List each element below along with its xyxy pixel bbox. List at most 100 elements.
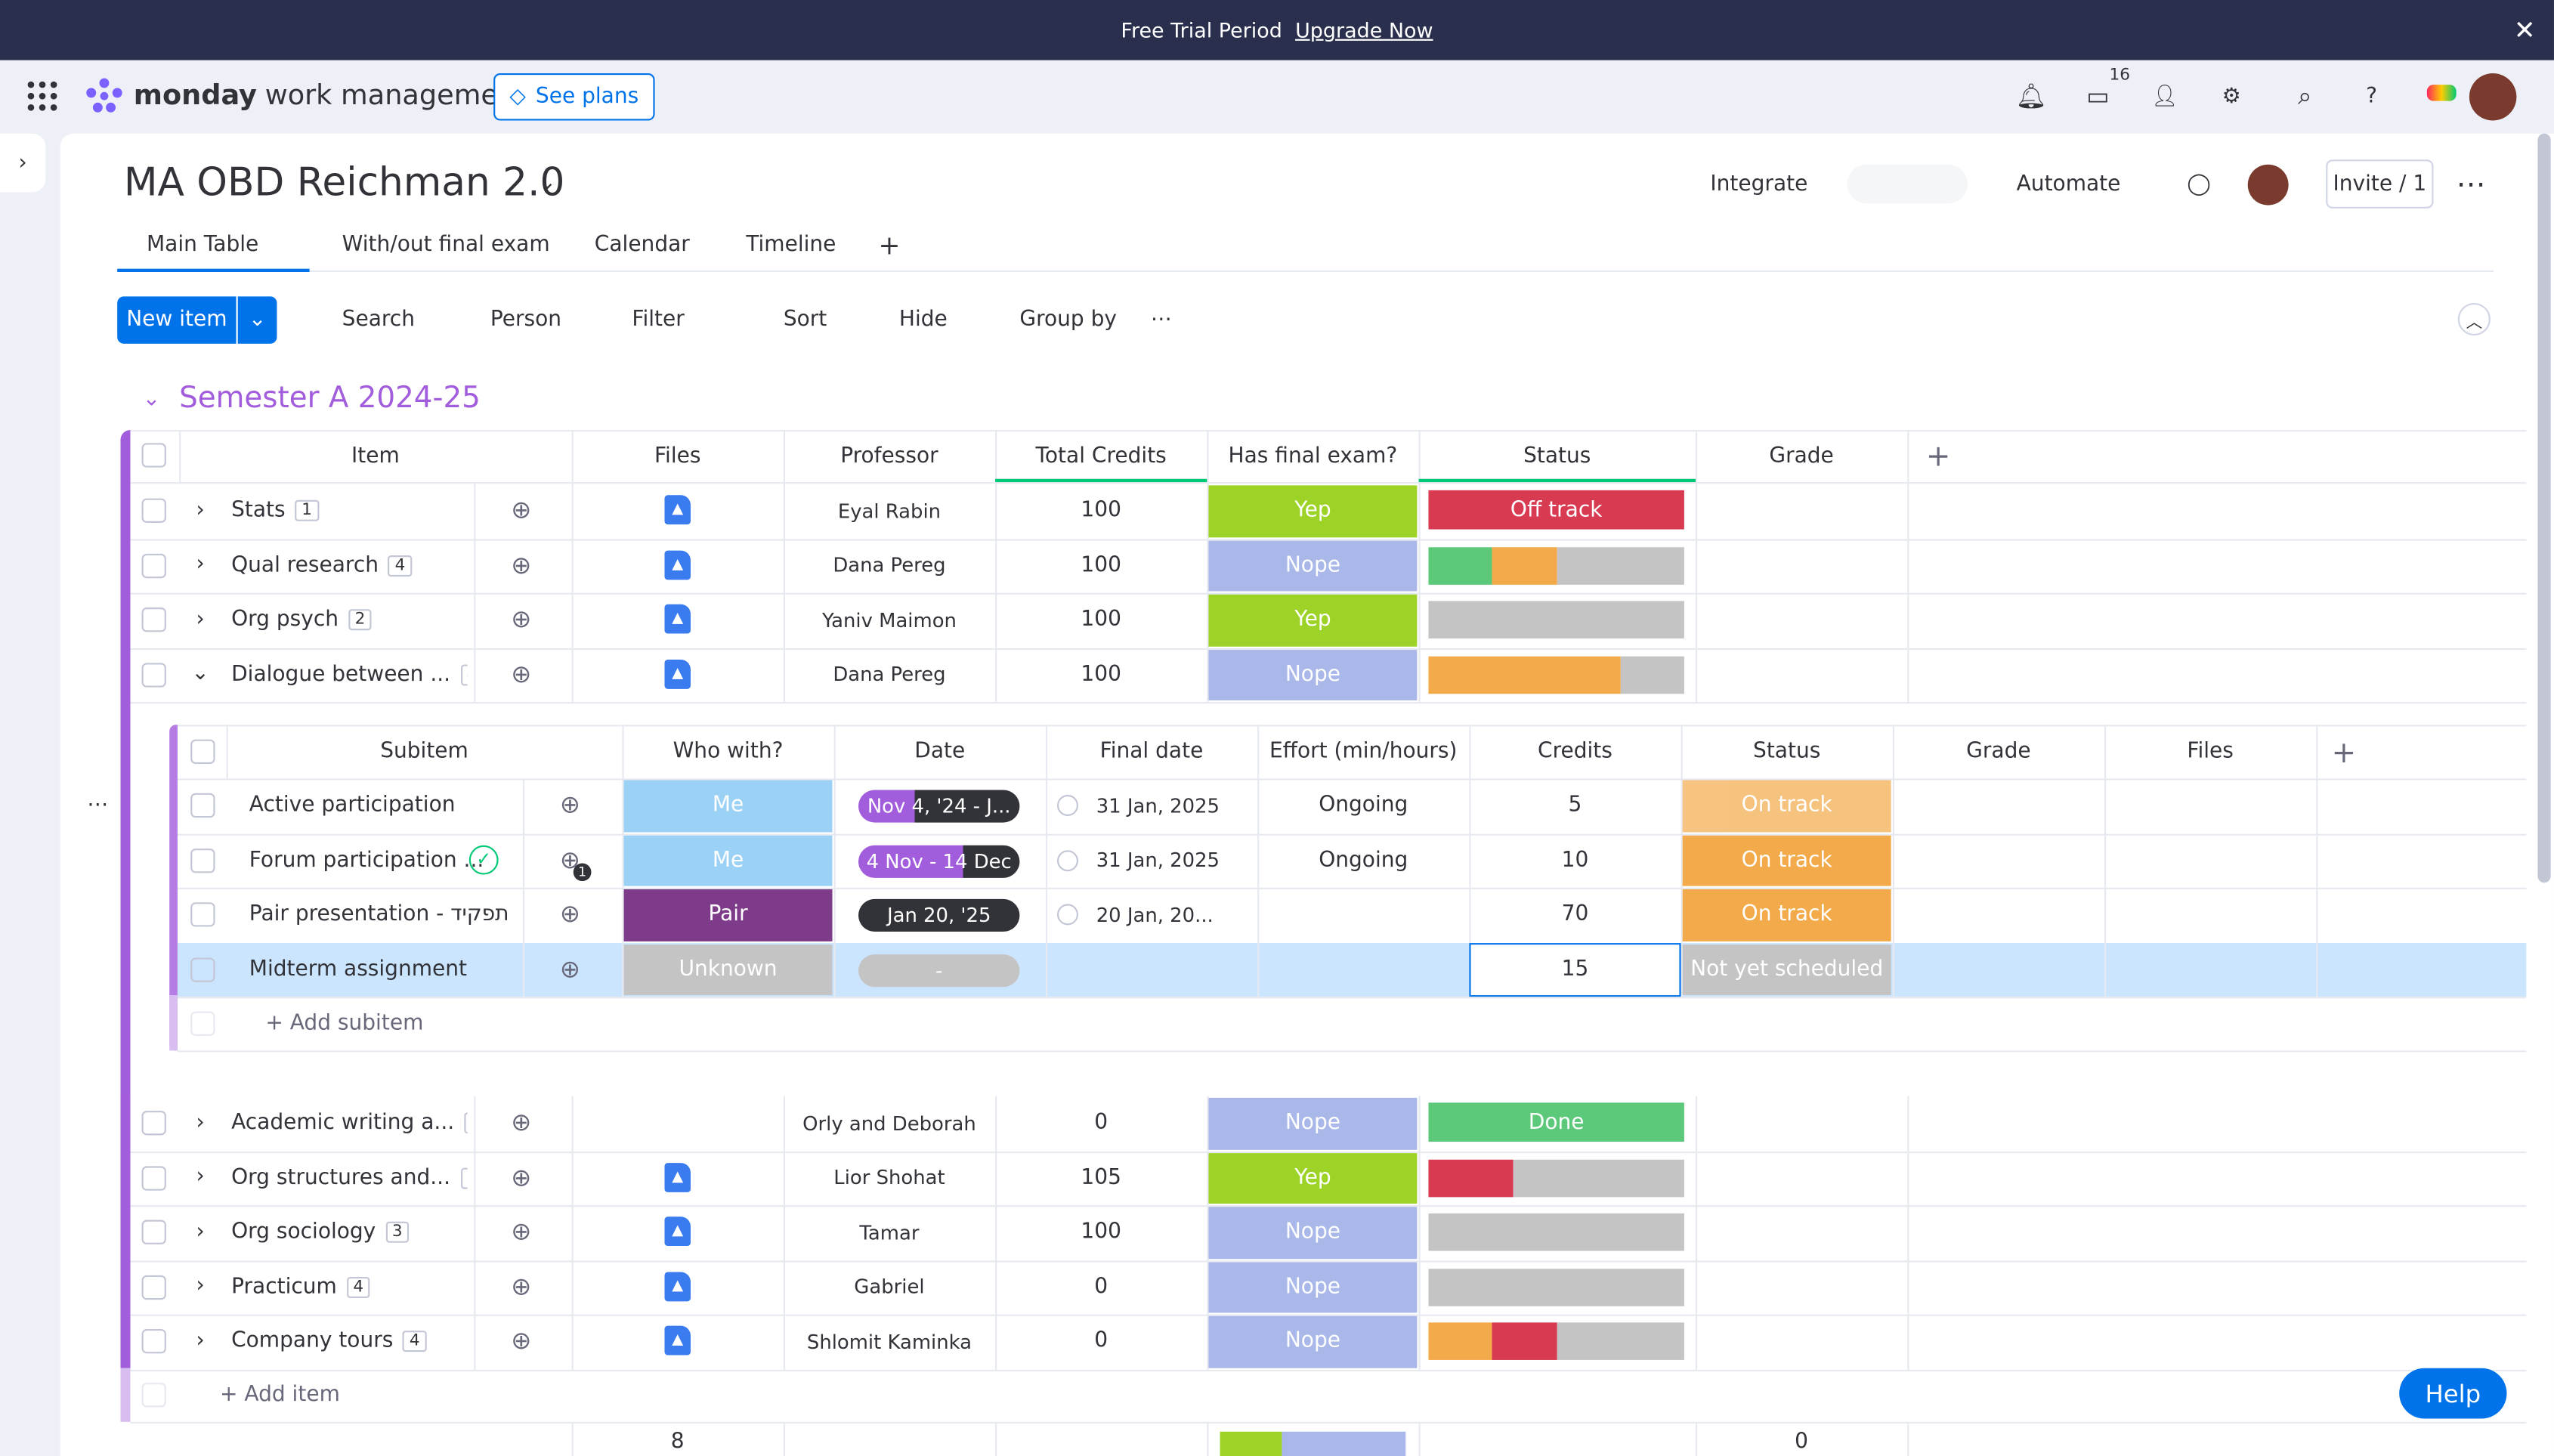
toolbar-search[interactable]: Search xyxy=(342,307,415,332)
item-name[interactable]: Org psych 2 xyxy=(231,593,468,648)
add-item[interactable]: + Add item xyxy=(220,1383,340,1408)
add-update[interactable]: ⊕ xyxy=(511,1107,532,1137)
automate[interactable]: Automate xyxy=(2016,172,2121,196)
row-checkbox[interactable] xyxy=(141,1111,166,1136)
subitem-name[interactable]: Midterm assignment xyxy=(249,957,468,982)
expand-caret[interactable]: › xyxy=(196,1328,205,1353)
add-update[interactable]: ⊕ xyxy=(511,604,532,634)
subitem-column-header[interactable]: Status xyxy=(1753,739,1821,764)
invite-icon[interactable]: 👤︎ xyxy=(2150,84,2178,109)
item-name[interactable]: Academic writing a... 1 xyxy=(231,1096,468,1151)
integrate[interactable]: Integrate xyxy=(1710,172,1808,196)
help-button[interactable]: Help xyxy=(2399,1368,2507,1419)
row-checkbox[interactable] xyxy=(141,607,166,632)
final-exam-label[interactable]: Yep xyxy=(1208,1152,1418,1204)
invite-button[interactable]: Invite / 1 xyxy=(2326,159,2434,209)
final-exam-label[interactable]: Nope xyxy=(1208,649,1418,700)
file-icon[interactable]: ▲ xyxy=(664,604,691,634)
add-update[interactable]: ⊕ xyxy=(511,1162,532,1192)
who-label[interactable]: Unknown xyxy=(623,944,833,996)
column-header[interactable]: Item xyxy=(351,444,400,468)
subitem-column-header[interactable]: Credits xyxy=(1538,739,1612,764)
item-name[interactable]: Org structures and... 3 xyxy=(231,1151,468,1205)
subitem-status[interactable]: On track xyxy=(1682,780,1891,832)
subitem-column-header[interactable]: Final date xyxy=(1099,739,1204,764)
expand-caret[interactable]: › xyxy=(196,497,205,522)
row-checkbox[interactable] xyxy=(141,1274,166,1300)
add-column[interactable]: + xyxy=(1925,438,1951,474)
title-caret[interactable]: ⌄ xyxy=(538,170,557,195)
subitem-column-header[interactable]: Date xyxy=(914,739,966,764)
add-update[interactable]: ⊕ xyxy=(511,549,532,580)
column-header[interactable]: Files xyxy=(654,444,701,468)
final-exam-label[interactable]: Nope xyxy=(1208,539,1418,592)
row-checkbox[interactable] xyxy=(141,552,166,578)
file-icon[interactable]: ▲ xyxy=(664,495,691,525)
add-view[interactable]: + xyxy=(878,228,901,260)
row-checkbox[interactable] xyxy=(141,662,166,687)
final-exam-label[interactable]: Yep xyxy=(1208,485,1418,537)
expand-caret[interactable]: › xyxy=(196,1164,205,1189)
updates-icon[interactable]: ◯ xyxy=(2187,172,2211,196)
column-header[interactable]: Status xyxy=(1523,444,1591,468)
add-subitem[interactable]: + Add subitem xyxy=(265,1010,424,1035)
upgrade-link[interactable]: Upgrade Now xyxy=(1295,17,1433,43)
expand-caret[interactable]: › xyxy=(196,1273,205,1299)
item-name[interactable]: Dialogue between ... 4 xyxy=(231,648,468,702)
view-tab[interactable]: With/out final exam xyxy=(342,232,550,257)
collapse-toolbar[interactable]: ︿ xyxy=(2457,302,2491,336)
file-icon[interactable]: ▲ xyxy=(664,1216,691,1247)
date-pill[interactable]: - xyxy=(858,954,1020,987)
help-icon[interactable]: ? xyxy=(2366,84,2377,109)
row-checkbox[interactable] xyxy=(190,739,215,764)
add-update[interactable]: ⊕ xyxy=(559,790,580,820)
status-label[interactable]: Off track xyxy=(1428,490,1684,530)
subitem-status[interactable]: Not yet scheduled xyxy=(1682,944,1891,996)
subitem-status[interactable]: On track xyxy=(1682,834,1891,886)
subitem-status[interactable]: On track xyxy=(1682,889,1891,941)
add-update[interactable]: ⊕ xyxy=(559,898,580,929)
expand-caret[interactable]: › xyxy=(196,552,205,577)
toolbar-group-by[interactable]: Group by xyxy=(1019,307,1118,332)
row-checkbox[interactable] xyxy=(141,1165,166,1190)
date-pill[interactable]: Jan 20, '25 xyxy=(858,898,1020,932)
row-checkbox[interactable] xyxy=(141,498,166,523)
column-header[interactable]: Has final exam? xyxy=(1228,444,1398,468)
file-icon[interactable]: ▲ xyxy=(664,549,691,580)
who-label[interactable]: Pair xyxy=(623,889,833,941)
apps-marketplace[interactable]: ⚙︎ xyxy=(2222,84,2241,109)
file-icon[interactable]: ▲ xyxy=(664,658,691,688)
final-exam-label[interactable]: Nope xyxy=(1208,1261,1418,1313)
row-checkbox[interactable] xyxy=(190,847,215,873)
file-icon[interactable]: ▲ xyxy=(664,1271,691,1301)
row-checkbox[interactable] xyxy=(141,443,166,468)
item-name[interactable]: Stats 1 xyxy=(231,484,468,538)
view-tab[interactable]: Main Table xyxy=(147,232,259,257)
view-tab[interactable]: Calendar xyxy=(594,232,690,257)
toolbar-hide[interactable]: Hide xyxy=(898,307,948,332)
who-label[interactable]: Me xyxy=(623,780,833,832)
expand-caret[interactable]: › xyxy=(196,1110,205,1135)
toolbar-more[interactable]: ⋯ xyxy=(1150,307,1172,332)
add-update[interactable]: ⊕ xyxy=(511,495,532,525)
add-update[interactable]: ⊕ xyxy=(511,658,532,688)
subitem-column-header[interactable]: Subitem xyxy=(380,739,468,764)
date-pill[interactable]: 4 Nov - 14 Dec xyxy=(858,844,1020,877)
subitem-column-header[interactable]: Grade xyxy=(1966,739,2031,764)
apps-icon[interactable] xyxy=(26,80,58,113)
board-menu[interactable]: ⋯ xyxy=(2456,166,2486,202)
subitem-column-header[interactable]: Effort (min/hours) xyxy=(1269,739,1458,764)
subitem-name[interactable]: Active participation xyxy=(249,793,456,818)
item-name[interactable]: Org sociology 3 xyxy=(231,1205,468,1260)
subitem-name[interactable]: Forum participation ... xyxy=(249,848,484,873)
date-pill[interactable]: Nov 4, '24 - J... xyxy=(858,790,1020,823)
subitem-column-header[interactable]: Who with? xyxy=(673,739,784,764)
final-exam-label[interactable]: Nope xyxy=(1208,1207,1418,1259)
final-exam-label[interactable]: Nope xyxy=(1208,1097,1418,1149)
final-exam-label[interactable]: Nope xyxy=(1208,1315,1418,1368)
bell[interactable]: 🔔︎ xyxy=(2015,81,2047,111)
column-header[interactable]: Grade xyxy=(1769,444,1834,468)
add-update[interactable]: ⊕ xyxy=(559,954,580,983)
column-header[interactable]: Total Credits xyxy=(1035,444,1167,468)
sidebar-toggle[interactable]: › xyxy=(0,133,46,193)
